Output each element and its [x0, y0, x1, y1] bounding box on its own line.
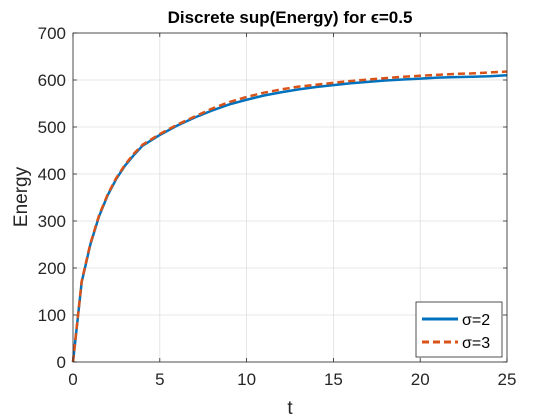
series-line-sigma-3: [71, 70, 508, 363]
series-line-sigma-2: [71, 74, 508, 363]
y-tick-label: 0: [57, 353, 66, 372]
axes-box: [72, 32, 508, 363]
x-tick-label: 25: [498, 370, 517, 389]
legend-box: [415, 301, 503, 358]
legend-label-sigma-2: σ=2: [462, 312, 490, 329]
x-tick-label: 5: [155, 370, 164, 389]
legend: σ=2 σ=3: [415, 301, 503, 358]
y-tick-label: 400: [38, 165, 66, 184]
y-tick-label: 600: [38, 71, 66, 90]
axis-ticks: 0 5 10 15 20 25 0 100 200 300 400 500 600 700: [38, 24, 517, 389]
x-tick-label: 20: [411, 370, 430, 389]
y-tick-label: 200: [38, 259, 66, 278]
y-axis-label: Energy: [11, 166, 32, 227]
x-axis-label: t: [287, 398, 293, 419]
legend-label-sigma-3: σ=3: [462, 335, 490, 352]
y-tick-label: 300: [38, 212, 66, 231]
x-tick-label: 10: [237, 370, 256, 389]
y-tick-label: 100: [38, 306, 66, 325]
y-tick-label: 700: [38, 24, 66, 43]
chart-title: Discrete sup(Energy) for ϵ=0.5: [168, 8, 413, 27]
series-layer: [71, 70, 508, 363]
x-tick-label: 15: [324, 370, 343, 389]
x-tick-label: 0: [68, 370, 77, 389]
y-tick-label: 500: [38, 118, 66, 137]
